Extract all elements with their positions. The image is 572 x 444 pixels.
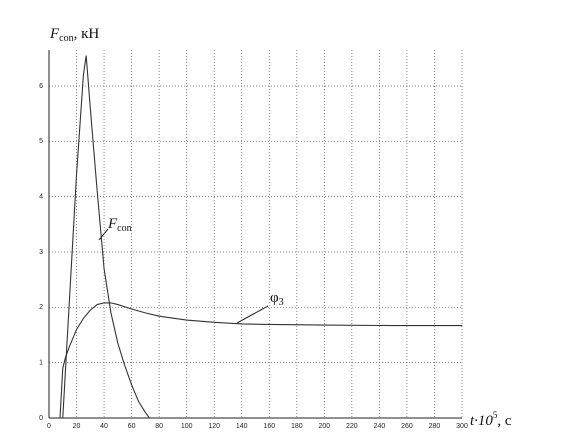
x-tick-label: 80 bbox=[155, 423, 163, 430]
x-tick-label: 200 bbox=[318, 423, 330, 430]
y-tick-label: 0 bbox=[39, 415, 43, 422]
y-tick-label: 4 bbox=[39, 193, 43, 200]
x-tick-label: 220 bbox=[346, 423, 358, 430]
x-tick-label: 240 bbox=[374, 423, 386, 430]
line bbox=[59, 302, 462, 419]
y-tick-label: 3 bbox=[39, 249, 43, 256]
chart-title: Fcon, кН bbox=[49, 26, 99, 44]
y-tick-label: 2 bbox=[39, 304, 43, 311]
annotation-leader bbox=[98, 228, 109, 241]
x-tick-label: 260 bbox=[401, 423, 413, 430]
x-tick-label: 300 bbox=[456, 423, 468, 430]
x-tick-label: 180 bbox=[291, 423, 303, 430]
x-tick-label: 120 bbox=[208, 423, 220, 430]
annotation-symbol: F bbox=[107, 216, 118, 232]
x-tick-label: 100 bbox=[181, 423, 193, 430]
annotation-leader bbox=[236, 305, 269, 324]
annotation-subscript: con bbox=[117, 223, 131, 234]
annotation-subscript: 3 bbox=[279, 297, 284, 308]
annotation: φ3 bbox=[270, 290, 284, 308]
x-label-symbol: t·10 bbox=[470, 413, 493, 429]
x-tick-label: 60 bbox=[128, 423, 136, 430]
x-tick-label: 40 bbox=[100, 423, 108, 430]
x-tick-label: 160 bbox=[263, 423, 275, 430]
title-subscript: con bbox=[59, 33, 73, 44]
y-tick-label: 5 bbox=[39, 138, 43, 145]
annotation: Fcon bbox=[107, 216, 132, 234]
y-tick-label: 1 bbox=[39, 360, 43, 367]
title-symbol: F bbox=[49, 26, 60, 42]
annotation-symbol: φ bbox=[270, 290, 279, 306]
x-tick-label: 280 bbox=[429, 423, 441, 430]
line bbox=[62, 55, 150, 419]
y-tick-label: 6 bbox=[39, 83, 43, 90]
x-tick-label: 0 bbox=[47, 423, 51, 430]
x-axis-label: t·105, c bbox=[470, 410, 512, 429]
x-label-unit: , c bbox=[497, 413, 512, 429]
x-tick-label: 20 bbox=[73, 423, 81, 430]
x-label-superscript: 5 bbox=[493, 410, 498, 420]
x-tick-label: 140 bbox=[236, 423, 248, 430]
title-unit: , кН bbox=[74, 26, 100, 42]
